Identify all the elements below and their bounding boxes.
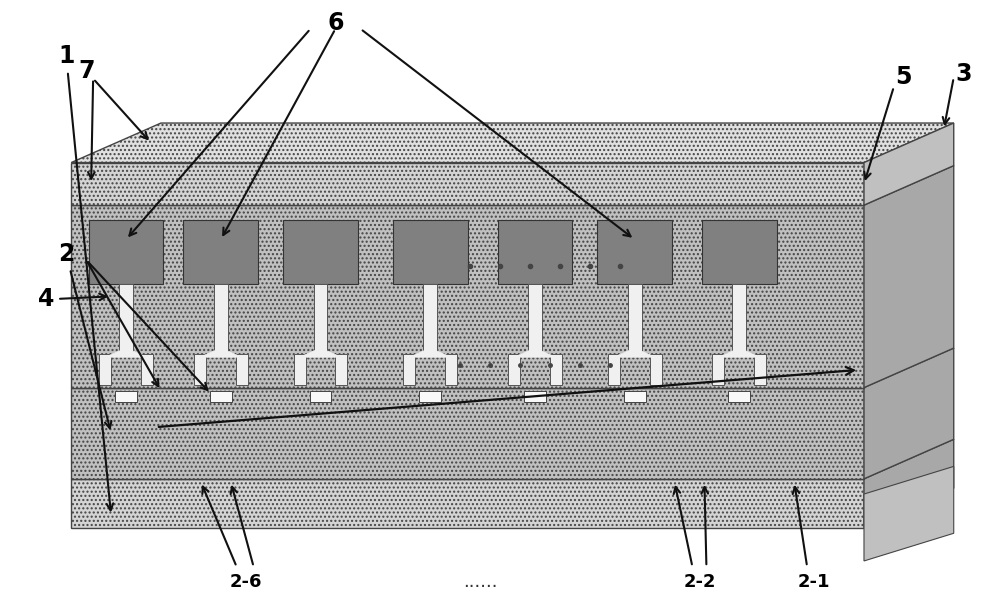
Polygon shape — [329, 348, 440, 387]
Bar — [283, 221, 358, 284]
Bar — [393, 221, 468, 284]
Polygon shape — [647, 348, 758, 387]
Polygon shape — [200, 348, 242, 357]
Text: 4: 4 — [38, 287, 106, 312]
Text: 2-6: 2-6 — [229, 573, 262, 591]
Bar — [419, 390, 441, 401]
Text: 3: 3 — [955, 62, 972, 86]
Bar — [550, 354, 562, 384]
Polygon shape — [505, 348, 616, 387]
Polygon shape — [258, 348, 369, 387]
Bar — [335, 354, 347, 384]
Polygon shape — [612, 348, 722, 387]
Polygon shape — [718, 348, 829, 387]
Bar — [236, 354, 248, 384]
Polygon shape — [576, 348, 687, 387]
Bar — [728, 390, 750, 401]
Bar — [403, 354, 415, 384]
Polygon shape — [105, 348, 147, 357]
Bar — [294, 354, 306, 384]
Polygon shape — [117, 348, 227, 387]
Bar — [508, 354, 520, 384]
Polygon shape — [187, 348, 298, 387]
Polygon shape — [864, 123, 954, 205]
Bar — [524, 390, 546, 401]
Bar — [650, 354, 662, 384]
Text: 2-2: 2-2 — [683, 573, 716, 591]
Polygon shape — [152, 348, 263, 387]
Text: 2-1: 2-1 — [798, 573, 830, 591]
Bar — [732, 284, 746, 354]
Polygon shape — [293, 348, 404, 387]
Polygon shape — [864, 466, 954, 561]
Bar — [608, 354, 620, 384]
Polygon shape — [753, 348, 864, 387]
Polygon shape — [300, 348, 341, 357]
Text: 6: 6 — [327, 10, 344, 35]
Bar — [99, 354, 111, 384]
Polygon shape — [541, 348, 652, 387]
Polygon shape — [71, 123, 954, 163]
Bar — [754, 354, 766, 384]
Polygon shape — [81, 348, 192, 387]
Bar — [314, 284, 327, 354]
Bar — [71, 205, 864, 387]
Bar — [628, 284, 642, 354]
Bar — [210, 390, 232, 401]
Polygon shape — [682, 348, 793, 387]
Polygon shape — [470, 348, 581, 387]
Bar — [183, 221, 258, 284]
Polygon shape — [71, 166, 954, 205]
Bar — [624, 390, 646, 401]
Bar — [71, 163, 864, 205]
Polygon shape — [824, 348, 935, 387]
Text: 1: 1 — [58, 44, 113, 510]
Polygon shape — [223, 348, 334, 387]
Bar — [214, 284, 228, 354]
Polygon shape — [435, 348, 546, 387]
Polygon shape — [71, 439, 954, 479]
Bar — [115, 390, 137, 401]
Polygon shape — [514, 348, 556, 357]
Bar — [310, 390, 331, 401]
Bar — [445, 354, 457, 384]
Polygon shape — [364, 348, 475, 387]
Polygon shape — [864, 166, 954, 387]
Bar — [702, 221, 777, 284]
Bar — [423, 284, 437, 354]
Polygon shape — [788, 348, 899, 387]
Bar — [528, 284, 542, 354]
Text: 7: 7 — [78, 59, 94, 83]
Bar — [119, 284, 133, 354]
Polygon shape — [718, 348, 760, 357]
Bar — [194, 354, 206, 384]
Bar — [597, 221, 672, 284]
Bar — [71, 387, 864, 479]
Text: 2: 2 — [58, 242, 111, 428]
Polygon shape — [409, 348, 451, 357]
Polygon shape — [864, 439, 954, 527]
Text: ......: ...... — [463, 573, 497, 591]
Bar — [498, 221, 572, 284]
Bar — [89, 221, 163, 284]
Bar — [71, 479, 864, 527]
Polygon shape — [71, 348, 954, 387]
Bar — [712, 354, 724, 384]
Text: 5: 5 — [896, 65, 912, 89]
Polygon shape — [614, 348, 656, 357]
Polygon shape — [864, 348, 954, 479]
Polygon shape — [399, 348, 510, 387]
Bar — [141, 354, 153, 384]
